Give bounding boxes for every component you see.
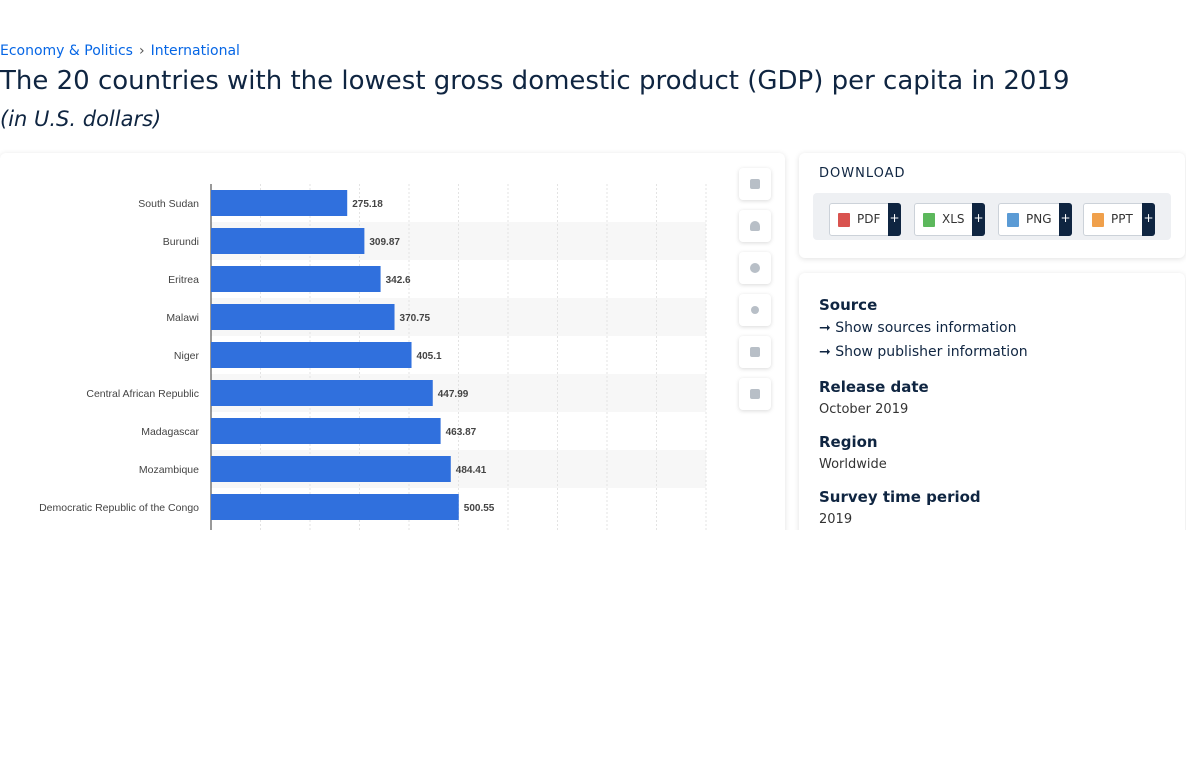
breadcrumb: Economy & Politics › International xyxy=(0,43,240,59)
share-button[interactable] xyxy=(739,294,771,326)
value-label: 447.99 xyxy=(438,389,469,400)
add-symbol: + xyxy=(1059,203,1072,236)
breadcrumb-link[interactable]: Economy & Politics xyxy=(0,43,133,59)
format-label: PNG xyxy=(1026,212,1052,226)
value-label: 484.41 xyxy=(456,465,487,476)
value-label: 405.1 xyxy=(417,351,442,362)
link-text: Show sources information xyxy=(835,320,1017,336)
icon xyxy=(923,213,935,227)
format-label: PDF xyxy=(857,212,881,226)
subtitle: (in U.S. dollars) xyxy=(0,107,162,131)
detail-label: Release date xyxy=(819,378,929,396)
download-button[interactable]: PPT + xyxy=(1083,203,1155,236)
icon xyxy=(1007,213,1019,227)
category-label: South Sudan xyxy=(138,198,199,210)
category-label: Central African Republic xyxy=(86,388,199,400)
download-card: DOWNLOAD PDF + XLS + PNG + PPT + xyxy=(799,153,1185,258)
details-card: Source ➞ Show sources information ➞ Show… xyxy=(799,273,1185,530)
bar xyxy=(211,418,441,444)
format-label: XLS xyxy=(942,212,965,226)
detail-label: Region xyxy=(819,433,878,451)
download-title: DOWNLOAD xyxy=(819,166,906,181)
add-symbol: + xyxy=(972,203,985,236)
icon xyxy=(750,347,760,357)
notify-button[interactable] xyxy=(739,210,771,242)
bar xyxy=(211,380,433,406)
detail-link[interactable]: ➞ Show publisher information xyxy=(819,344,1028,360)
detail-value: 2019 xyxy=(819,512,853,527)
bar xyxy=(211,342,412,368)
detail-label: Survey time period xyxy=(819,488,981,506)
value-label: 463.87 xyxy=(446,427,477,438)
value-label: 309.87 xyxy=(369,237,400,248)
print-button[interactable] xyxy=(739,378,771,410)
detail-label: Source xyxy=(819,296,878,314)
link-text: Show publisher information xyxy=(835,344,1028,360)
favorite-button[interactable] xyxy=(739,168,771,200)
value-label: 275.18 xyxy=(352,199,383,210)
format-label: PPT xyxy=(1111,212,1133,226)
icon xyxy=(750,263,760,273)
bar xyxy=(211,266,381,292)
settings-button[interactable] xyxy=(739,252,771,284)
detail-link[interactable]: ➞ Show sources information xyxy=(819,320,1017,336)
download-button[interactable]: PNG + xyxy=(998,203,1072,236)
chart-card: South Sudan 275.18 Burundi 309.87 Eritrea 342… xyxy=(0,153,785,530)
download-button[interactable]: XLS + xyxy=(914,203,985,236)
category-label: Malawi xyxy=(166,312,199,324)
breadcrumb-separator: › xyxy=(138,43,145,59)
chart: South Sudan 275.18 Burundi 309.87 Eritrea 342… xyxy=(39,184,707,530)
bar xyxy=(211,228,365,254)
add-symbol: + xyxy=(1142,203,1155,236)
detail-value: Worldwide xyxy=(819,457,887,472)
download-button[interactable]: PDF + xyxy=(829,203,901,236)
icon xyxy=(750,221,760,231)
bar xyxy=(211,190,348,216)
download-tray: PDF + XLS + PNG + PPT + xyxy=(813,193,1171,240)
value-label: 500.55 xyxy=(464,503,495,514)
icon xyxy=(750,179,760,189)
icon xyxy=(750,389,760,399)
breadcrumb-link[interactable]: International xyxy=(150,43,240,59)
viewport: Economy & Politics › International The 20 … xyxy=(0,43,1185,530)
icon xyxy=(838,213,850,227)
detail-value: October 2019 xyxy=(819,402,909,417)
category-label: Madagascar xyxy=(141,426,199,438)
bar xyxy=(211,304,395,330)
page-title: The 20 countries with the lowest gross d… xyxy=(0,66,1070,96)
bar xyxy=(211,456,451,482)
value-label: 370.75 xyxy=(400,313,431,324)
category-label: Mozambique xyxy=(139,464,199,476)
category-label: Democratic Republic of the Congo xyxy=(39,502,199,514)
icon xyxy=(751,306,759,314)
bar xyxy=(211,494,459,520)
category-label: Eritrea xyxy=(168,274,199,286)
category-label: Burundi xyxy=(163,236,199,248)
icon xyxy=(1092,213,1104,227)
value-label: 342.6 xyxy=(386,275,411,286)
category-label: Niger xyxy=(174,350,200,362)
add-symbol: + xyxy=(888,203,901,236)
cite-button[interactable] xyxy=(739,336,771,368)
